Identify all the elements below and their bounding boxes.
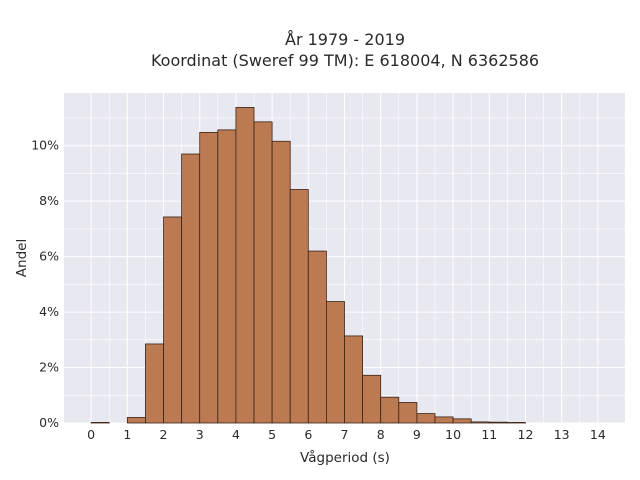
- x-tick-label: 3: [196, 427, 204, 442]
- histogram-bar: [199, 131, 219, 424]
- histogram-bar: [307, 250, 327, 424]
- x-tick-label: 9: [413, 427, 421, 442]
- x-tick-label: 12: [518, 427, 534, 442]
- histogram-bar: [253, 121, 273, 424]
- histogram-bar: [235, 107, 255, 424]
- x-tick-label: 6: [304, 427, 312, 442]
- x-axis-label: Vågperiod (s): [300, 449, 390, 466]
- x-tick-label: 1: [123, 427, 131, 442]
- histogram-bar: [289, 189, 309, 424]
- x-tick-label: 4: [232, 427, 240, 442]
- chart-title-line2: Koordinat (Sweref 99 TM): E 618004, N 63…: [151, 51, 539, 70]
- y-axis-label: Andel: [14, 239, 30, 277]
- histogram-bar: [398, 402, 418, 424]
- histogram-bar: [90, 422, 110, 424]
- y-tick-label: 0%: [39, 415, 59, 430]
- histogram-bar: [362, 374, 382, 424]
- histogram-bar: [181, 153, 201, 424]
- histogram-bar: [506, 422, 526, 424]
- histogram-bar: [452, 418, 472, 424]
- y-tick-label: 8%: [39, 193, 59, 208]
- x-tick-label: 14: [590, 427, 606, 442]
- y-tick-label: 10%: [31, 138, 59, 153]
- x-axis-ticks: 0 1 2 3 4 5 6 7 8 9 10 11 12 13 14: [87, 427, 606, 442]
- y-tick-label: 6%: [39, 249, 59, 264]
- x-tick-label: 13: [554, 427, 570, 442]
- y-tick-label: 2%: [39, 360, 59, 375]
- histogram-bar: [470, 421, 490, 424]
- x-tick-label: 0: [87, 427, 95, 442]
- histogram-bar: [344, 335, 363, 424]
- histogram-bar: [416, 413, 436, 424]
- x-tick-label: 8: [377, 427, 385, 442]
- histogram-bar: [271, 140, 291, 424]
- histogram-bar: [380, 396, 400, 424]
- x-tick-label: 5: [268, 427, 276, 442]
- chart-title-line1: År 1979 - 2019: [285, 30, 405, 49]
- histogram-bar: [488, 421, 508, 424]
- histogram-bar: [217, 129, 237, 424]
- x-tick-label: 10: [445, 427, 461, 442]
- y-tick-label: 4%: [39, 304, 59, 319]
- histogram-bar: [434, 416, 454, 424]
- bars: [90, 107, 526, 424]
- histogram-bar: [326, 301, 345, 424]
- x-tick-label: 7: [341, 427, 349, 442]
- histogram-bar: [145, 343, 164, 424]
- x-tick-label: 2: [160, 427, 168, 442]
- y-axis-ticks: 0% 2% 4% 6% 8% 10%: [31, 138, 59, 430]
- histogram-bar: [126, 417, 146, 424]
- x-tick-label: 11: [481, 427, 497, 442]
- histogram-bar: [163, 216, 183, 424]
